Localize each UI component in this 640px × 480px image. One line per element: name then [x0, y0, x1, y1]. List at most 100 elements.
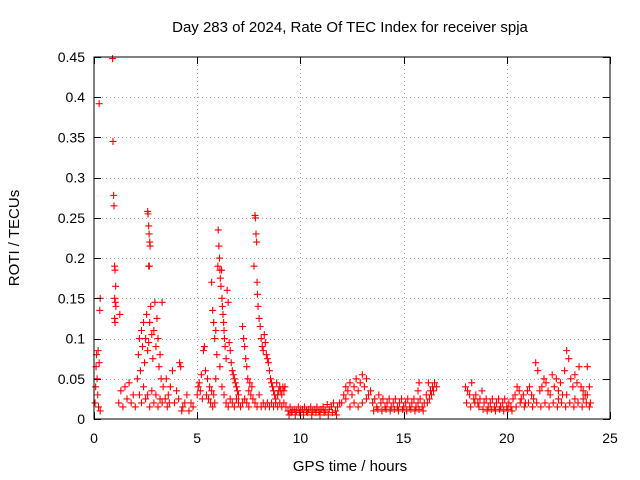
data-point	[228, 399, 236, 407]
data-point	[552, 375, 560, 383]
data-point	[386, 407, 394, 415]
data-point	[574, 399, 582, 407]
data-point	[566, 399, 574, 407]
data-point	[123, 395, 131, 403]
data-point	[567, 375, 575, 383]
data-point	[472, 391, 480, 399]
data-point	[226, 347, 234, 355]
data-point	[93, 375, 101, 383]
data-point	[94, 347, 102, 355]
data-point	[189, 403, 197, 411]
data-point	[211, 335, 219, 343]
data-point	[256, 322, 264, 330]
data-point	[390, 405, 398, 413]
data-point	[193, 391, 201, 399]
data-point	[569, 383, 577, 391]
data-point	[140, 318, 148, 326]
data-point	[155, 363, 163, 371]
data-point	[244, 375, 252, 383]
data-point	[508, 407, 516, 415]
data-point	[110, 191, 118, 199]
data-point	[374, 405, 382, 413]
data-point	[241, 343, 249, 351]
data-point	[228, 367, 236, 375]
data-point	[482, 395, 490, 403]
x-tick-label: 15	[396, 430, 412, 446]
data-point	[369, 399, 377, 407]
data-point	[407, 405, 415, 413]
data-point	[150, 399, 158, 407]
data-point	[529, 403, 537, 411]
data-point	[251, 399, 259, 407]
y-tick-label: 0.2	[66, 250, 86, 266]
data-point	[136, 367, 144, 375]
grid-lines	[94, 57, 610, 419]
data-point	[501, 395, 509, 403]
data-point	[312, 409, 320, 417]
data-point	[226, 395, 234, 403]
data-point	[177, 363, 185, 371]
data-point	[414, 399, 422, 407]
data-point	[402, 399, 410, 407]
data-point	[565, 355, 573, 363]
data-point	[269, 383, 277, 391]
data-point	[342, 383, 350, 391]
data-point	[96, 407, 104, 415]
data-point	[294, 403, 302, 411]
x-tick-label: 0	[90, 430, 98, 446]
data-point	[220, 391, 228, 399]
data-point	[92, 383, 100, 391]
data-point	[563, 391, 571, 399]
data-point	[295, 409, 303, 417]
data-point	[500, 407, 508, 415]
data-point	[227, 359, 235, 367]
data-point	[382, 405, 390, 413]
data-point	[556, 379, 564, 387]
data-point	[248, 383, 256, 391]
data-point	[350, 383, 358, 391]
data-point	[348, 391, 356, 399]
data-point	[487, 405, 495, 413]
data-point	[398, 395, 406, 403]
data-point	[158, 399, 166, 407]
data-point	[253, 278, 261, 286]
data-point	[264, 359, 272, 367]
data-point	[554, 395, 562, 403]
data-point	[329, 399, 337, 407]
data-point	[243, 363, 251, 371]
data-point	[247, 391, 255, 399]
data-point	[517, 395, 525, 403]
data-point	[115, 399, 123, 407]
data-point	[505, 399, 513, 407]
data-point	[176, 359, 184, 367]
data-point	[583, 363, 591, 371]
data-point	[377, 399, 385, 407]
data-point	[519, 391, 527, 399]
data-point	[145, 222, 153, 230]
data-point	[404, 395, 412, 403]
data-point	[286, 403, 294, 411]
data-point	[266, 375, 274, 383]
x-tick-label: 20	[499, 430, 515, 446]
data-point	[109, 137, 117, 145]
y-axis: 0 0.05 0.1 0.15 0.2 0.25 0.3 0.35 0.4 0.45	[58, 49, 610, 427]
data-point	[252, 230, 260, 238]
data-point	[200, 343, 208, 351]
data-point	[536, 387, 544, 395]
data-point	[350, 399, 358, 407]
data-point	[578, 403, 586, 411]
data-point	[168, 367, 176, 375]
data-point	[577, 383, 585, 391]
data-point	[111, 298, 119, 306]
data-point	[144, 210, 152, 218]
data-point	[476, 395, 484, 403]
data-point	[255, 391, 263, 399]
data-point	[579, 387, 587, 395]
data-point	[220, 327, 228, 335]
data-point	[145, 230, 153, 238]
data-point	[199, 347, 207, 355]
data-point	[463, 399, 471, 407]
data-point	[218, 302, 226, 310]
data-point	[365, 391, 373, 399]
